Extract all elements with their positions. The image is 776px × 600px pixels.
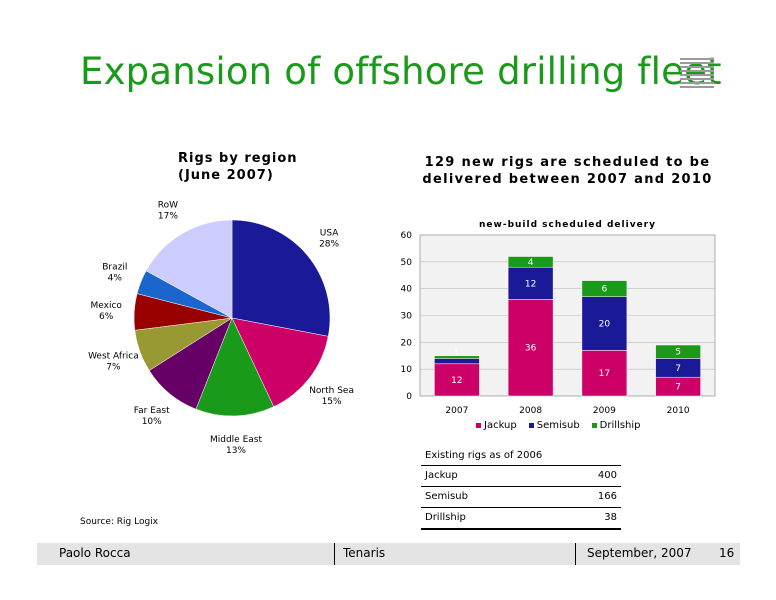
bar-value-label: 17 (599, 369, 610, 379)
pie-chart-title: Rigs by region (June 2007) (150, 150, 320, 184)
footer-company: Tenaris (343, 546, 386, 560)
bar-segment (581, 296, 628, 351)
legend-item: Drillship (591, 420, 641, 431)
bar-value-label: 36 (525, 344, 537, 354)
footer-page-number: 16 (719, 546, 735, 560)
existing-rigs-title: Existing rigs as of 2006 (421, 448, 621, 466)
pie-slice-percent: 4% (108, 274, 123, 284)
legend-label: Drillship (599, 420, 641, 431)
footer-divider (334, 543, 335, 565)
x-tick-label: 2007 (445, 406, 468, 416)
y-tick-label: 60 (401, 231, 413, 241)
pie-slice-percent: 10% (142, 417, 162, 427)
y-tick-label: 50 (401, 258, 413, 268)
x-tick-label: 2008 (519, 406, 542, 416)
table-row: Drillship 38 (421, 508, 621, 530)
footer-divider (575, 543, 576, 565)
tenaris-logo-icon (680, 58, 714, 88)
table-row: Semisub 166 (421, 487, 621, 508)
pie-slice-label: North Sea (309, 386, 354, 396)
pie-slice-percent: 17% (158, 212, 178, 222)
bar-value-label: 5 (675, 348, 681, 358)
bar-value-label: 1 (454, 350, 460, 360)
bar-value-label: 1 (454, 348, 460, 358)
row-value: 400 (597, 470, 617, 481)
bar-value-label: 12 (451, 376, 462, 386)
slide-title: Expansion of offshore drilling fleet (80, 50, 722, 93)
pie-slice-percent: 15% (322, 397, 342, 407)
bar-value-label: 6 (602, 285, 608, 295)
row-value: 166 (597, 491, 617, 502)
y-tick-label: 30 (401, 312, 413, 322)
footer-bar: Paolo Rocca Tenaris September, 2007 16 (37, 543, 740, 565)
y-tick-label: 10 (401, 365, 413, 375)
pie-title-line-1: Rigs by region (178, 151, 298, 166)
source-note: Source: Rig Logix (80, 517, 159, 527)
pie-slice-percent: 7% (106, 363, 121, 373)
pie-slice-percent: 28% (319, 240, 339, 250)
pie-slice-label: West Africa (88, 352, 139, 362)
pie-slice-percent: 13% (226, 446, 246, 456)
pie-slice-label: RoW (158, 201, 178, 211)
pie-slice (145, 219, 233, 319)
bar-legend: Jackup Semisub Drillship (476, 420, 641, 431)
legend-swatch (528, 423, 534, 428)
pie-title-line-2: (June 2007) (178, 168, 274, 183)
pie-slice (231, 317, 329, 408)
bar-segment (507, 299, 554, 397)
pie-slice-percent: 6% (99, 312, 114, 322)
bar-value-label: 12 (525, 279, 536, 289)
x-tick-label: 2009 (593, 406, 616, 416)
bar-value-label: 20 (599, 320, 611, 330)
bar-segment (655, 344, 701, 359)
legend-label: Jackup (484, 420, 517, 431)
y-tick-label: 40 (401, 285, 413, 295)
row-value: 38 (604, 512, 617, 523)
pie-slice-label: Brazil (102, 263, 127, 273)
x-tick-label: 2010 (667, 406, 690, 416)
bar-segment (581, 350, 628, 397)
row-label: Jackup (425, 470, 458, 481)
bar-segment (507, 266, 554, 300)
footer-date: September, 2007 (587, 546, 692, 560)
bar-heading-line-1: 129 new rigs are scheduled to be (424, 155, 711, 170)
row-label: Drillship (425, 512, 466, 523)
bar-segment (434, 363, 480, 397)
legend-item: Jackup (476, 420, 517, 431)
bar-value-label: 7 (675, 364, 681, 374)
row-label: Semisub (425, 491, 468, 502)
table-row: Jackup 400 (421, 466, 621, 487)
pie-slice (195, 317, 275, 417)
pie-slice-label: Middle East (210, 435, 262, 445)
legend-item: Semisub (528, 420, 580, 431)
pie-slice-label: Mexico (90, 301, 122, 311)
bar-value-label: 4 (528, 258, 534, 268)
bar-segment (434, 355, 480, 359)
existing-rigs-table: Existing rigs as of 2006 Jackup 400 Semi… (421, 448, 621, 530)
legend-swatch (476, 423, 481, 428)
footer-presenter: Paolo Rocca (59, 546, 131, 560)
bar-segment (581, 280, 628, 297)
legend-label: Semisub (536, 420, 580, 431)
pie-slice-label: Far East (134, 406, 170, 416)
bar-value-label: 7 (675, 383, 681, 393)
bar-heading-line-2: delivered between 2007 and 2010 (422, 172, 713, 187)
y-tick-label: 0 (406, 392, 412, 402)
y-tick-label: 20 (401, 338, 413, 348)
bar-plot-title: new-build scheduled delivery (479, 220, 656, 230)
bar-segment (507, 256, 554, 268)
pie-slice (231, 219, 331, 337)
legend-swatch (591, 423, 597, 428)
bar-chart-heading: 129 new rigs are scheduled to be deliver… (420, 154, 715, 188)
pie-slice-label: USA (320, 229, 339, 239)
